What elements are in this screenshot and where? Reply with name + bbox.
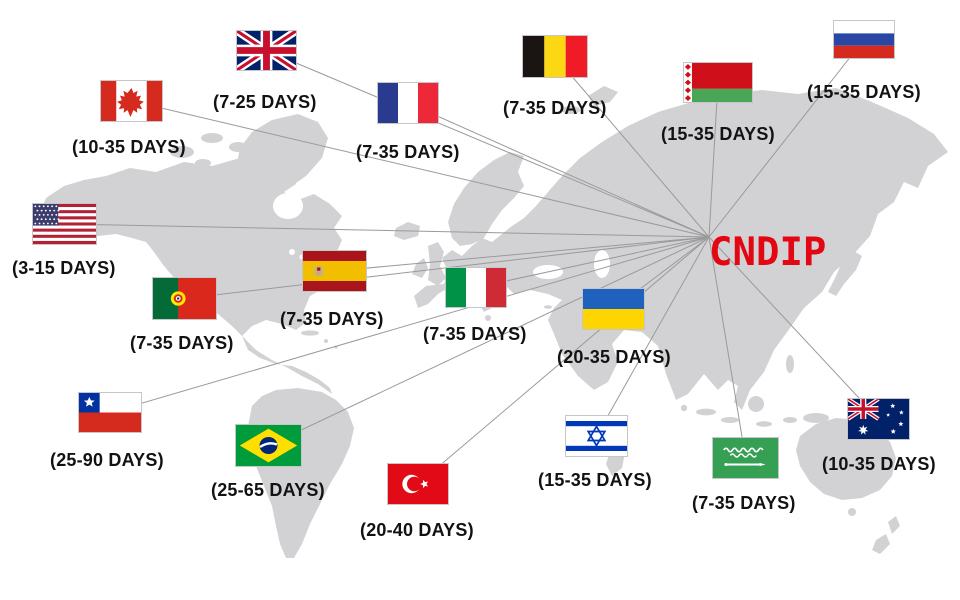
brand-cndip: CNDIP — [709, 230, 827, 275]
route-line-russia — [708, 39, 865, 238]
portugal-flag — [152, 277, 217, 320]
brazil-shipping-days-label: (25-65 DAYS) — [211, 480, 325, 500]
belgium-shipping-days-label: (7-35 DAYS) — [503, 98, 607, 118]
italy-shipping-days-label: (7-35 DAYS) — [423, 324, 527, 344]
belgium-flag-icon — [523, 36, 587, 77]
australia-shipping-days-label: (10-35 DAYS) — [822, 454, 936, 474]
spain-flag — [302, 250, 367, 292]
canada-flag — [100, 80, 163, 122]
route-line-uk — [266, 50, 710, 238]
turkey-flag-icon — [388, 464, 448, 504]
australia-flag-icon — [848, 399, 909, 439]
france-shipping-days-label: (7-35 DAYS) — [356, 142, 460, 162]
belarus-shipping-days-label: (15-35 DAYS) — [661, 124, 775, 144]
route-line-chile — [109, 236, 710, 413]
route-line-israel — [596, 236, 710, 437]
ukraine-flag-icon — [583, 289, 644, 329]
route-line-canada — [131, 100, 710, 238]
spain-shipping-days-label: (7-35 DAYS) — [280, 309, 384, 329]
belgium-flag — [522, 35, 588, 78]
usa-flag-icon — [33, 204, 96, 244]
russia-flag — [833, 20, 895, 59]
italy-flag-icon — [446, 268, 506, 307]
saudi-flag — [712, 437, 779, 479]
uk-shipping-days-label: (7-25 DAYS) — [213, 92, 317, 112]
israel-shipping-days-label: (15-35 DAYS) — [538, 470, 652, 490]
uk-flag — [236, 30, 297, 71]
russia-shipping-days-label: (15-35 DAYS) — [807, 82, 921, 102]
usa-shipping-days-label: (3-15 DAYS) — [12, 258, 116, 278]
belarus-flag-icon — [684, 63, 752, 102]
route-line-australia — [708, 236, 879, 420]
saudi-shipping-days-label: (7-35 DAYS) — [692, 493, 796, 513]
turkey-flag — [387, 463, 449, 505]
canada-flag-icon — [101, 81, 162, 121]
israel-flag — [565, 415, 628, 457]
spain-flag-icon — [303, 251, 366, 291]
ukraine-flag — [582, 288, 645, 330]
route-line-belarus — [708, 82, 719, 238]
russia-flag-icon — [834, 21, 894, 58]
belarus-flag — [683, 62, 753, 103]
israel-flag-icon — [566, 416, 627, 456]
saudi-flag-icon — [713, 438, 778, 478]
route-line-saudi — [708, 236, 746, 459]
uk-flag-icon — [237, 31, 296, 70]
route-line-belgium — [554, 56, 710, 238]
chile-flag — [78, 392, 142, 433]
route-line-france — [407, 102, 710, 238]
france-flag-icon — [378, 83, 438, 123]
chile-flag-icon — [79, 393, 141, 432]
route-line-italy — [475, 236, 710, 288]
usa-flag — [32, 203, 97, 245]
portugal-flag-icon — [153, 278, 216, 319]
route-line-spain — [334, 236, 710, 272]
turkey-shipping-days-label: (20-40 DAYS) — [360, 520, 474, 540]
italy-flag — [445, 267, 507, 308]
route-line-usa — [64, 223, 710, 238]
australia-flag — [847, 398, 910, 440]
france-flag — [377, 82, 439, 124]
route-line-turkey — [417, 236, 710, 485]
ukraine-shipping-days-label: (20-35 DAYS) — [557, 347, 671, 367]
route-line-brazil — [268, 236, 710, 446]
portugal-shipping-days-label: (7-35 DAYS) — [130, 333, 234, 353]
chile-shipping-days-label: (25-90 DAYS) — [50, 450, 164, 470]
brazil-flag-icon — [236, 425, 301, 466]
brazil-flag — [235, 424, 302, 467]
canada-shipping-days-label: (10-35 DAYS) — [72, 137, 186, 157]
